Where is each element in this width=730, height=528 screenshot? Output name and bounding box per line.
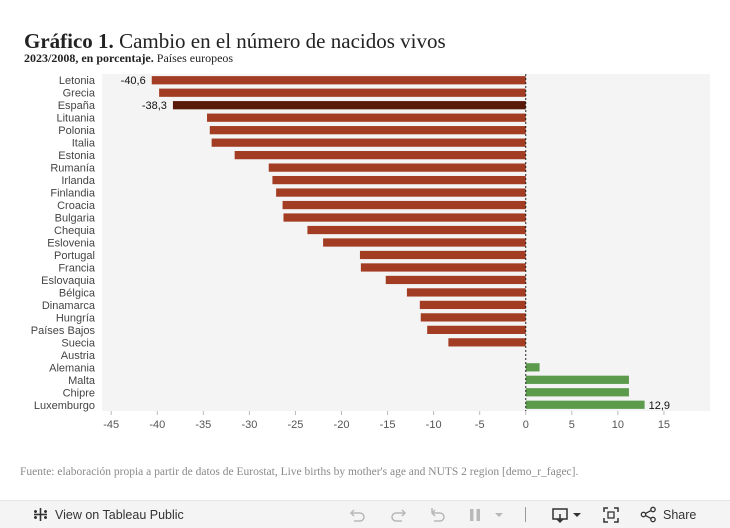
share-button[interactable]: Share [640,501,696,528]
category-label: Austria [61,350,96,362]
category-label: Hungría [56,312,96,324]
download-dropdown[interactable] [572,501,582,528]
x-tick-label: -20 [334,419,350,431]
category-label: Finlandia [50,188,96,200]
category-label: Lituania [56,113,95,125]
bar-chart: LetoniaGreciaEspañaLituaniaPoloniaItalia… [31,74,710,431]
x-tick-label: -40 [149,419,165,431]
x-tick-label: -35 [195,419,211,431]
category-label: Luxemburgo [34,400,95,412]
category-label: Irlanda [61,175,96,187]
category-label: Croacia [57,200,96,212]
category-label: Países Bajos [31,325,96,337]
bar [159,88,526,97]
bar [427,325,526,334]
bar [359,250,526,260]
category-label: Grecia [63,88,96,100]
bar [307,225,526,235]
fullscreen-icon [603,506,619,523]
category-label: Suecia [61,337,96,349]
bar [151,76,526,85]
bar [385,275,526,285]
bar [276,188,526,197]
bar [525,363,540,372]
revert-button[interactable] [429,501,447,528]
bar [272,175,526,185]
x-tick-label: -25 [288,419,304,431]
bar [207,113,526,122]
toolbar-divider [525,507,526,522]
view-on-tableau-button[interactable]: View on Tableau Public [32,501,184,528]
x-tick-label: 15 [658,419,670,431]
undo-icon [349,508,365,522]
bar [323,238,526,247]
bar [525,375,629,384]
category-label: Eslovaquia [41,275,96,287]
bar [360,263,526,272]
category-label: Bulgaria [55,213,96,225]
bar [448,338,526,347]
bar [172,101,526,110]
category-label: Malta [68,375,96,387]
redo-button[interactable] [389,501,407,528]
x-tick-label: 0 [523,419,529,431]
bar [234,151,526,160]
data-label: -38,3 [142,100,167,112]
x-tick-label: -30 [241,419,257,431]
x-tick-label: -5 [475,419,485,431]
category-label: Letonia [59,75,96,87]
bar [419,300,526,310]
bar [209,126,526,135]
pause-icon [470,508,480,521]
pause-button[interactable] [468,501,482,528]
category-label: Estonia [58,150,96,162]
revert-icon [430,507,445,522]
bar [525,388,629,397]
bar [406,288,526,297]
category-label: Alemania [49,362,96,374]
category-label: Dinamarca [42,300,96,312]
tableau-toolbar: View on Tableau Public [0,500,730,528]
x-tick-label: -15 [380,419,396,431]
bar [268,163,526,172]
source-note: Fuente: elaboración propia a partir de d… [20,466,579,478]
tableau-logo-icon [34,508,47,521]
chevron-down-icon [495,512,503,517]
share-icon [640,506,656,523]
category-label: Bélgica [59,287,96,299]
bar [283,213,526,222]
data-label: -40,6 [121,75,146,87]
category-label: Rumanía [50,163,96,175]
chevron-down-icon [573,512,581,517]
download-icon [552,507,568,523]
category-label: Polonia [58,125,96,137]
bar [211,138,526,147]
data-label: 12,9 [649,400,670,412]
redo-icon [391,508,407,522]
category-label: Chequia [54,225,96,237]
category-label: Francia [58,262,96,274]
category-label: España [58,100,96,112]
x-tick-label: -45 [103,419,119,431]
category-label: Chipre [63,387,95,399]
x-tick-label: -10 [426,419,442,431]
category-label: Italia [72,138,96,150]
pause-dropdown[interactable] [494,501,504,528]
x-tick-label: 10 [612,419,624,431]
bar [282,200,526,210]
chart-title: Gráfico 1. Cambio en el número de nacido… [24,29,446,53]
x-tick-label: 5 [569,419,575,431]
bar [525,400,645,409]
category-label: Eslovenia [47,238,96,250]
undo-button[interactable] [349,501,367,528]
chart-subtitle: 2023/2008, en porcentaje. Países europeo… [24,51,234,65]
category-label: Portugal [54,250,95,262]
fullscreen-button[interactable] [602,501,620,528]
bar [420,313,526,322]
share-label: Share [663,507,697,522]
view-on-tableau-label: View on Tableau Public [55,507,184,522]
download-button[interactable] [551,501,569,528]
